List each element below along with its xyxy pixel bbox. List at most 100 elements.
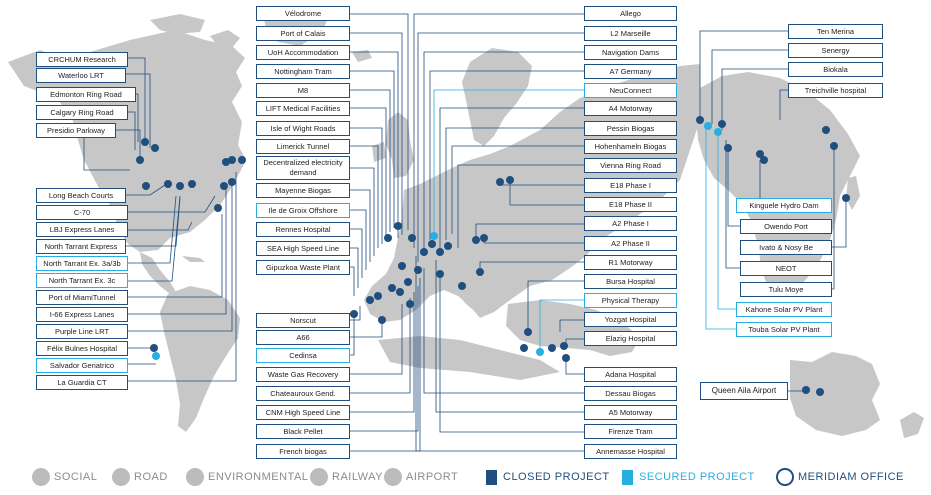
- label-hohenhameln-biogas: Hohenhameln Biogas: [584, 139, 677, 154]
- label-salvador-geriatrico: Salvador Geriatrico: [36, 358, 128, 373]
- label-port-of-calais: Port of Calais: [256, 26, 350, 41]
- secured-swatch-icon: [622, 469, 633, 485]
- label-kahone-solar-pv: Kahone Solar PV Plant: [736, 302, 832, 317]
- label-tulu-moye: Tulu Moye: [740, 282, 832, 297]
- legend-office-label: MERIDIAM OFFICE: [798, 471, 904, 483]
- label-e18-phase-1: E18 Phase I: [584, 178, 677, 193]
- label-calgary-ring-road: Calgary Ring Road: [36, 105, 128, 120]
- legend-closed-label: CLOSED PROJECT: [503, 471, 610, 483]
- leaf-icon: [186, 468, 204, 486]
- label-limerick-tunnel: Limerick Tunnel: [256, 139, 350, 154]
- legend-social-label: SOCIAL: [54, 471, 98, 483]
- label-north-tarrant-express: North Tarrant Express: [36, 239, 126, 254]
- label-yozgat-hospital: Yozgat Hospital: [584, 312, 677, 327]
- label-ten-merina: Ten Merina: [788, 24, 883, 39]
- label-bursa-hospital: Bursa Hospital: [584, 274, 677, 289]
- label-french-biogas: French biogas: [256, 444, 350, 459]
- label-i66-express-lanes: I-66 Express Lanes: [36, 307, 128, 322]
- people-icon: [32, 468, 50, 486]
- label-norscut: Norscut: [256, 313, 350, 328]
- legend-road-label: ROAD: [134, 471, 168, 483]
- label-rennes-hospital: Rennes Hospital: [256, 222, 350, 237]
- label-adana-hospital: Adana Hospital: [584, 367, 677, 382]
- label-waste-gas-recovery: Waste Gas Recovery: [256, 367, 350, 382]
- legend-social: SOCIAL: [32, 465, 97, 489]
- label-pessin-biogas: Pessin Biogas: [584, 121, 677, 136]
- label-ile-de-groix-offshore: Ile de Groix Offshore: [256, 203, 350, 218]
- closed-swatch-icon: [486, 469, 497, 485]
- label-decentralized-electricity: Decentralized electricity demand: [256, 156, 350, 180]
- legend-environmental: ENVIRONMENTAL: [186, 465, 308, 489]
- label-long-beach-courts: Long Beach Courts: [36, 188, 126, 203]
- project-markers: [136, 116, 850, 396]
- plane-icon: [384, 468, 402, 486]
- label-treichville-hospital: Treichville hospital: [788, 83, 883, 98]
- label-port-of-miami-tunnel: Port of MiamiTunnel: [36, 290, 128, 305]
- legend-railway-label: RAILWAY: [332, 471, 383, 483]
- label-cnm-high-speed-line: CNM High Speed Line: [256, 405, 350, 420]
- label-a7-germany: A7 Germany: [584, 64, 677, 79]
- label-m8: M8: [256, 83, 350, 98]
- legend-railway: RAILWAY: [310, 465, 383, 489]
- legend-closed: CLOSED PROJECT: [486, 465, 610, 489]
- label-la-guardia-ct: La Guardia CT: [36, 375, 128, 390]
- label-a66: A66: [256, 330, 350, 345]
- legend-road: ROAD: [112, 465, 168, 489]
- label-north-tarrant-3c: North Tarrant Ex. 3c: [36, 273, 128, 288]
- legend: SOCIAL ROAD ENVIRONMENTAL RAILWAY AIRPOR…: [0, 462, 931, 492]
- label-edmonton-ring-road: Edmonton Ring Road: [36, 87, 136, 102]
- label-a5-motorway: A5 Motorway: [584, 405, 677, 420]
- road-icon: [112, 468, 130, 486]
- label-lbj-express-lanes: LBJ Express Lanes: [36, 222, 128, 237]
- label-north-tarrant-3a3b: North Tarrant Ex. 3a/3b: [36, 256, 128, 271]
- label-physical-therapy: Physical Therapy: [584, 293, 677, 308]
- label-owendo-port: Owendo Port: [740, 219, 832, 234]
- legend-airport: AIRPORT: [384, 465, 458, 489]
- legend-secured-label: SECURED PROJECT: [639, 471, 755, 483]
- label-navigation-dams: Navigation Dams: [584, 45, 677, 60]
- label-gipuzkoa-waste-plant: Gipuzkoa Waste Plant: [256, 260, 350, 275]
- label-cedinsa: Cedinsa: [256, 348, 350, 363]
- label-kinguele-hydro-dam: Kinguele Hydro Dam: [736, 198, 832, 213]
- label-chateauroux-gend: Chateauroux Gend.: [256, 386, 350, 401]
- label-a2-phase-2: A2 Phase II: [584, 236, 677, 251]
- label-nottingham-tram: Nottingham Tram: [256, 64, 350, 79]
- label-biokala: Biokala: [788, 62, 883, 77]
- label-crchum-research: CRCHUM Research: [36, 52, 128, 67]
- label-annemasse-hospital: Annemasse Hospital: [584, 444, 677, 459]
- label-ivato-nosy-be: Ivato & Nosy Be: [740, 240, 832, 255]
- label-queen-aila-airport: Queen Aila Airport: [700, 382, 788, 400]
- label-sea-high-speed-line: SEA High Speed Line: [256, 241, 350, 256]
- label-l2-marseille: L2 Marseille: [584, 26, 677, 41]
- label-purple-line-lrt: Purple Line LRT: [36, 324, 128, 339]
- label-presidio-parkway: Presidio Parkway: [36, 123, 116, 138]
- label-touba-solar-pv: Touba Solar PV Plant: [736, 322, 832, 337]
- train-icon: [310, 468, 328, 486]
- meridiam-office-icon: [776, 468, 794, 486]
- label-c70: C-70: [36, 205, 128, 220]
- label-velodrome: Vélodrome: [256, 6, 350, 21]
- label-e18-phase-2: E18 Phase II: [584, 197, 677, 212]
- label-dessau-biogas: Dessau Biogas: [584, 386, 677, 401]
- label-senergy: Senergy: [788, 43, 883, 58]
- leader-lines: [83, 13, 847, 452]
- label-uoh-accommodation: UoH Accommodation: [256, 45, 350, 60]
- label-r1-motorway: R1 Motorway: [584, 255, 677, 270]
- label-neot: NEOT: [740, 261, 832, 276]
- label-neuconnect: NeuConnect: [584, 83, 677, 98]
- label-mayenne-biogas: Mayenne Biogas: [256, 183, 350, 198]
- label-elazig-hospital: Elazig Hospital: [584, 331, 677, 346]
- legend-environmental-label: ENVIRONMENTAL: [208, 471, 309, 483]
- legend-airport-label: AIRPORT: [406, 471, 459, 483]
- label-a4-motorway: A4 Motorway: [584, 101, 677, 116]
- label-waterloo-lrt: Waterloo LRT: [36, 68, 126, 83]
- label-isle-of-wight-roads: Isle of Wight Roads: [256, 121, 350, 136]
- label-lift-medical-facilities: LIFT Medical Facilities: [256, 101, 350, 116]
- label-vienna-ring-road: Vienna Ring Road: [584, 158, 677, 173]
- legend-office: MERIDIAM OFFICE: [776, 465, 904, 489]
- label-allego: Allego: [584, 6, 677, 21]
- legend-secured: SECURED PROJECT: [622, 465, 755, 489]
- label-felix-bulnes-hospital: Félix Bulnes Hospital: [36, 341, 128, 356]
- label-firenze-tram: Firenze Tram: [584, 424, 677, 439]
